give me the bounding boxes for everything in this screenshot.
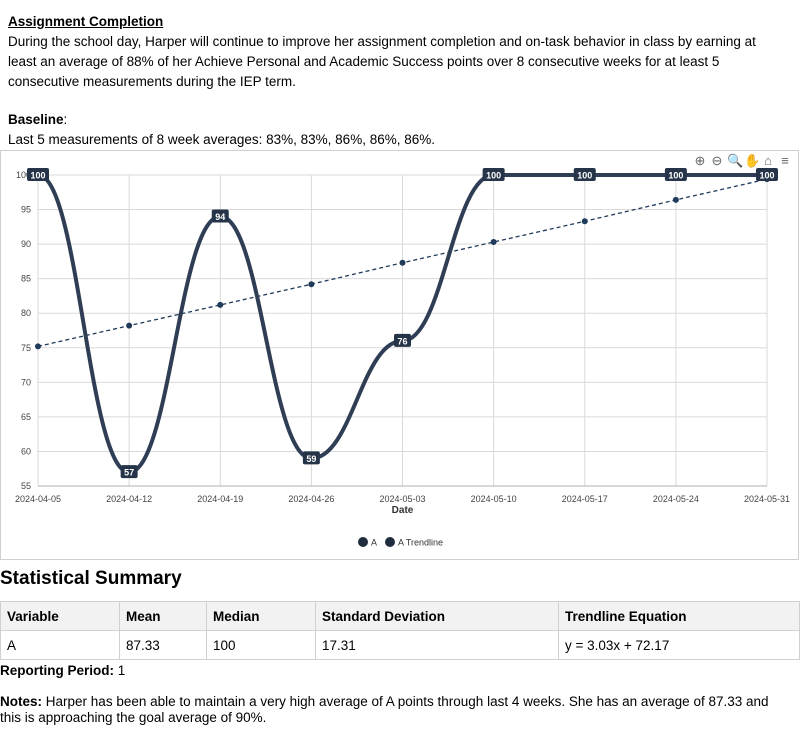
data-label-box: [394, 333, 411, 347]
header-std-dev: Standard Deviation: [315, 601, 559, 631]
line-chart: 55 60 65 70 75 80 85 90 95 100 2024-04-05 2024-04-1…: [15, 168, 790, 548]
goal-section: Assignment Completion During the school …: [8, 12, 788, 150]
legend-label-trendline: A Trendline: [398, 538, 443, 548]
x-tick-label: 2024-05-03: [379, 494, 425, 504]
data-label: 100: [577, 171, 592, 181]
x-tick-label: 2024-05-24: [653, 494, 699, 504]
data-label-box: [756, 168, 778, 181]
x-tick-label: 2024-04-19: [197, 494, 243, 504]
pan-icon[interactable]: ✋: [744, 153, 761, 168]
zoom-out-icon[interactable]: ⊖: [711, 153, 723, 168]
chart-toolbar: ⊕ ⊖ 🔍 ✋ ⌂ ≡: [693, 153, 792, 169]
y-tick-label: 65: [21, 412, 31, 422]
magnify-icon[interactable]: 🔍: [727, 153, 744, 168]
notes-text: Harper has been able to maintain a very …: [0, 694, 769, 725]
table-row: A 87.33 100 17.31 y = 3.03x + 72.17: [0, 630, 800, 660]
reporting-period: Reporting Period: 1: [0, 663, 125, 678]
data-label-box: [302, 451, 320, 465]
data-label-box: [482, 168, 505, 181]
data-label-box: [211, 209, 229, 223]
trendline-point: [308, 281, 315, 288]
x-tick-label: 2024-04-05: [15, 494, 61, 504]
data-label: 76: [397, 336, 407, 346]
table-header-row: Variable Mean Median Standard Deviation …: [0, 601, 800, 631]
legend-marker-a: [358, 537, 368, 547]
home-icon[interactable]: ⌂: [764, 153, 772, 168]
data-label: 100: [30, 171, 45, 181]
cell-trendline: y = 3.03x + 72.17: [558, 630, 800, 660]
y-tick-label: 80: [21, 308, 31, 318]
data-label: 57: [124, 468, 134, 478]
y-tick-label: 55: [21, 481, 31, 491]
trendline-point: [126, 322, 133, 329]
trendline-point: [217, 301, 224, 308]
y-tick-label: 100: [16, 170, 31, 180]
notes: Notes: Harper has been able to maintain …: [0, 694, 790, 726]
notes-label: Notes:: [0, 694, 43, 709]
trendline-point: [581, 218, 588, 225]
y-tick-label: 70: [21, 377, 31, 387]
goal-title: Assignment Completion: [8, 14, 164, 29]
chart-container: 55 60 65 70 75 80 85 90 95 100 2024-04-05 2024-04-1…: [0, 150, 799, 560]
legend-label-a: A: [371, 538, 377, 548]
summary-table: Variable Mean Median Standard Deviation …: [0, 601, 800, 660]
reporting-period-label: Reporting Period:: [0, 663, 114, 678]
summary-title: Statistical Summary: [0, 568, 182, 589]
cell-mean: 87.33: [119, 630, 207, 660]
menu-icon[interactable]: ≡: [781, 153, 789, 168]
goal-description: During the school day, Harper will conti…: [8, 34, 756, 89]
data-label: 100: [759, 171, 774, 181]
reporting-period-value: 1: [117, 663, 126, 678]
x-tick-label: 2024-05-31: [744, 494, 790, 504]
trendline-point: [672, 196, 679, 203]
data-label-box: [120, 465, 138, 479]
baseline-text: Last 5 measurements of 8 week averages: …: [8, 132, 435, 147]
data-label-box: [573, 168, 596, 181]
x-tick-label: 2024-04-26: [288, 494, 334, 504]
trendline-point: [490, 239, 497, 246]
data-label: 100: [486, 171, 501, 181]
trendline-point: [399, 259, 406, 266]
x-tick-label: 2024-04-12: [106, 494, 152, 504]
data-label: 59: [306, 454, 316, 464]
trendline-point: [35, 343, 41, 350]
y-tick-label: 60: [21, 446, 31, 456]
header-trendline: Trendline Equation: [558, 601, 800, 631]
data-label: 100: [668, 171, 683, 181]
cell-variable: A: [0, 630, 120, 660]
cell-median: 100: [206, 630, 316, 660]
baseline-label: Baseline: [8, 112, 64, 127]
zoom-in-icon[interactable]: ⊕: [694, 153, 706, 168]
cell-std-dev: 17.31: [315, 630, 559, 660]
x-tick-label: 2024-05-17: [562, 494, 608, 504]
y-tick-label: 85: [21, 274, 31, 284]
x-tick-label: 2024-05-10: [471, 494, 517, 504]
y-tick-label: 90: [21, 239, 31, 249]
data-label-box: [27, 168, 49, 181]
header-variable: Variable: [0, 601, 120, 631]
header-mean: Mean: [119, 601, 207, 631]
y-tick-label: 75: [21, 343, 31, 353]
x-axis-title: Date: [392, 505, 414, 516]
y-tick-label: 95: [21, 205, 31, 215]
legend-marker-trendline: [385, 537, 395, 547]
header-median: Median: [206, 601, 316, 631]
data-label: 94: [215, 212, 225, 222]
data-label-box: [664, 168, 687, 181]
